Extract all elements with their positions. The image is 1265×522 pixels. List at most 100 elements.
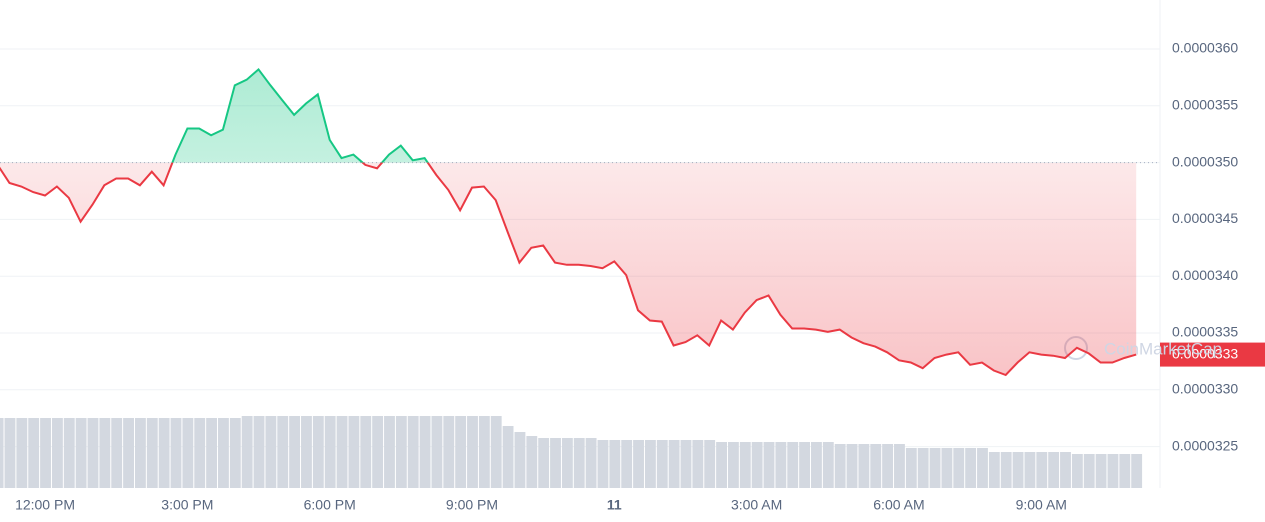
volume-bar xyxy=(312,416,324,488)
volume-bar xyxy=(633,440,644,488)
volume-bar xyxy=(526,436,538,488)
volume-bar xyxy=(1060,452,1071,488)
volume-bar xyxy=(811,442,822,488)
y-tick-label: 0.0000340 xyxy=(1172,267,1238,283)
volume-bar xyxy=(419,416,431,488)
volume-bar xyxy=(253,416,265,488)
volume-bar xyxy=(775,442,787,488)
volume-bar xyxy=(123,418,134,488)
volume-bar xyxy=(146,418,158,488)
x-tick-label: 12:00 PM xyxy=(15,497,75,513)
volume-bar xyxy=(1107,454,1119,488)
y-tick-label: 0.0000325 xyxy=(1172,437,1238,453)
volume-bar xyxy=(16,418,28,488)
volume-bar xyxy=(834,444,846,488)
volume-bar xyxy=(692,440,704,488)
volume-bar xyxy=(478,416,490,488)
volume-bar xyxy=(727,442,739,488)
volume-bar xyxy=(882,444,894,488)
volume-bar xyxy=(431,416,443,488)
volume-bar xyxy=(111,418,123,488)
y-tick-label: 0.0000335 xyxy=(1172,324,1238,340)
volume-bar xyxy=(182,418,194,488)
volume-bar xyxy=(514,432,526,488)
volume-bar xyxy=(1048,452,1060,488)
volume-bar xyxy=(443,416,455,488)
volume-bar xyxy=(656,440,668,488)
volume-bar xyxy=(668,440,680,488)
area-up xyxy=(172,69,428,163)
volume-bar xyxy=(384,416,395,488)
x-tick-label: 9:00 AM xyxy=(1016,497,1067,513)
volume-bar xyxy=(763,442,775,488)
volume-bar xyxy=(917,448,929,488)
y-tick-label: 0.0000360 xyxy=(1172,40,1238,56)
price-line-up xyxy=(171,67,429,163)
y-tick-label: 0.0000350 xyxy=(1172,153,1238,169)
volume-bar xyxy=(407,416,419,488)
volume-bar xyxy=(289,416,301,488)
volume-bar xyxy=(134,418,146,488)
volume-bar xyxy=(194,418,206,488)
volume-bar xyxy=(170,418,182,488)
volume-bar xyxy=(846,444,858,488)
y-tick-label: 0.0000330 xyxy=(1172,381,1238,397)
volume-bar xyxy=(609,440,621,488)
watermark: CoinMarketCap xyxy=(1104,339,1222,358)
volume-bar xyxy=(561,438,573,488)
volume-bar xyxy=(1131,454,1143,488)
volume-bar xyxy=(241,416,253,488)
volume-bar xyxy=(1119,454,1131,488)
volume-bar xyxy=(40,418,51,488)
x-tick-label: 9:00 PM xyxy=(446,497,498,513)
volume-bar xyxy=(395,416,407,488)
volume-bar xyxy=(265,416,277,488)
volume-bar xyxy=(1012,452,1024,488)
volume-bar xyxy=(704,440,716,488)
volume-bar xyxy=(206,418,218,488)
volume-bar xyxy=(550,438,561,488)
volume-bar xyxy=(360,416,372,488)
volume-bar xyxy=(324,416,336,488)
volume-bar xyxy=(277,416,289,488)
volume-bar xyxy=(1000,452,1012,488)
volume-bar xyxy=(716,442,727,488)
volume-bar xyxy=(905,448,917,488)
volume-bar xyxy=(348,416,360,488)
y-tick-label: 0.0000345 xyxy=(1172,210,1238,226)
y-tick-label: 0.0000355 xyxy=(1172,97,1238,113)
area-down xyxy=(0,162,1137,375)
volume-bar xyxy=(1095,454,1107,488)
volume-bar xyxy=(858,444,870,488)
volume-bar xyxy=(301,416,312,488)
volume-bar xyxy=(467,416,478,488)
volume-bar xyxy=(680,440,692,488)
price-line-down xyxy=(0,162,1137,377)
last-price-label: 0.0000333 xyxy=(1172,345,1238,361)
volume-bar xyxy=(63,418,75,488)
volume-bar xyxy=(51,418,63,488)
volume-bar xyxy=(585,438,597,488)
volume-bar xyxy=(502,426,514,488)
volume-bar xyxy=(229,418,241,488)
volume-bar xyxy=(573,438,585,488)
x-tick-label: 3:00 AM xyxy=(731,497,782,513)
last-price-box xyxy=(1160,342,1265,367)
volume-bar xyxy=(597,440,609,488)
volume-bar xyxy=(953,448,965,488)
x-tick-label: 3:00 PM xyxy=(161,497,213,513)
volume-bar xyxy=(965,448,977,488)
volume-bar xyxy=(218,418,229,488)
volume-bar xyxy=(929,448,941,488)
volume-bar xyxy=(455,416,467,488)
volume-bar xyxy=(490,416,502,488)
volume-bar xyxy=(822,442,834,488)
volume-bar xyxy=(894,444,905,488)
volume-bar xyxy=(1024,452,1036,488)
volume-bar xyxy=(99,418,111,488)
volume-bar xyxy=(1036,452,1048,488)
volume-bar xyxy=(977,448,988,488)
volume-bar xyxy=(799,442,811,488)
volume-bar xyxy=(1083,454,1095,488)
